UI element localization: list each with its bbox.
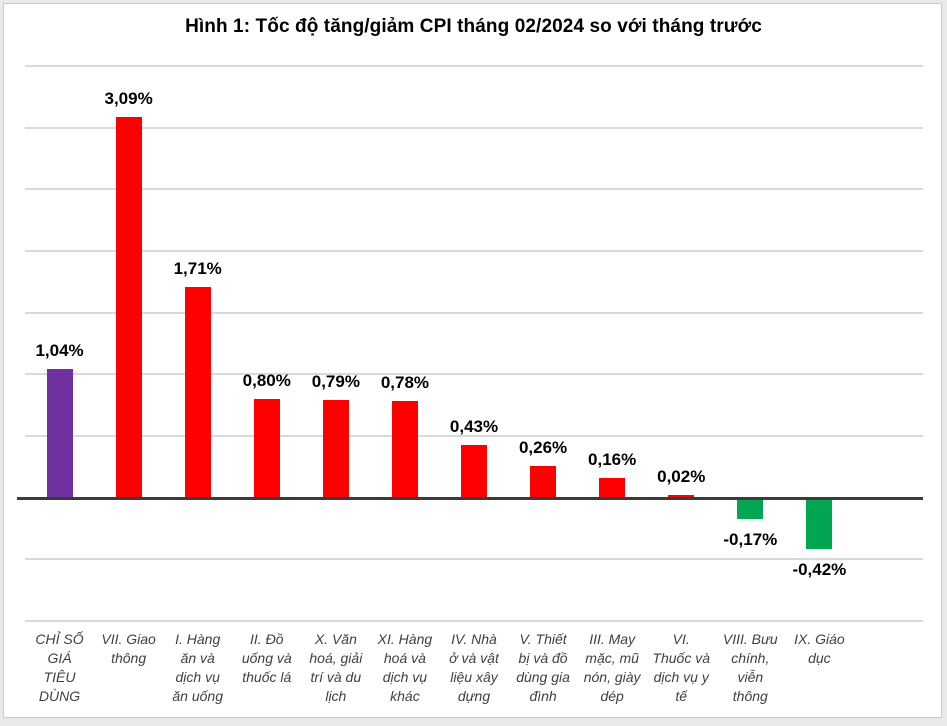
gridline: [25, 435, 923, 437]
bar: [806, 497, 833, 550]
bar: [530, 465, 557, 498]
gridline: [25, 250, 923, 252]
category-label: VIII. Bưu chính, viễn thông: [722, 631, 778, 704]
bar: [184, 286, 211, 498]
category-label: XI. Hàng hoá và dịch vụ khác: [377, 631, 433, 704]
bar: [253, 399, 280, 498]
category-label: VI. Thuốc và dịch vụ y tế: [652, 631, 711, 704]
bar-value-label: -0,42%: [792, 560, 847, 580]
gridline: [25, 620, 923, 622]
chart-title: Hình 1: Tốc độ tăng/giảm CPI tháng 02/20…: [185, 16, 762, 37]
bar-value-label: 0,16%: [588, 449, 637, 469]
bar-value-label: 1,71%: [173, 258, 222, 278]
category-axis: CHỈ SỐ GIÁ TIÊU DÙNG VII. Giao thông I. Hà…: [25, 630, 923, 722]
bar-value-label: 0,78%: [380, 373, 430, 393]
bar-value-label: -0,17%: [723, 529, 778, 549]
bar-value-label: 1,04%: [35, 341, 84, 361]
bar: [115, 116, 142, 498]
plot-area: 1,04% 3,09% 1,71% 0,80% 0,79% 0,78% 0,43% 0,26%…: [17, 65, 923, 622]
bar: [461, 444, 487, 498]
bar-value-label: 3,09%: [104, 88, 153, 108]
category-label: CHỈ SỐ GIÁ TIÊU DÙNG: [35, 631, 84, 704]
chart-frame: [3, 3, 942, 718]
gridline: [25, 188, 923, 191]
gridline: [25, 126, 923, 129]
gridline: [25, 65, 923, 67]
bar-value-label: 0,80%: [242, 371, 291, 390]
bar: [599, 477, 626, 498]
bar-value-label: 0,02%: [657, 467, 706, 487]
bar: [668, 495, 695, 498]
bar: [322, 400, 349, 498]
category-label: VII. Giao thông: [101, 631, 156, 666]
bar: [737, 497, 764, 519]
gridline: [25, 373, 923, 376]
bar: [391, 401, 418, 498]
gridline: [25, 558, 923, 561]
gridline: [25, 311, 923, 314]
bar: [46, 369, 73, 498]
category-label: X. Văn hoá, giải trí và du lịch: [309, 631, 363, 704]
category-label: IV. Nhà ở và vật liệu xây dựng: [449, 631, 499, 704]
category-label: II. Đồ uống và thuốc lá: [241, 631, 292, 685]
zero-axis-line: [17, 496, 923, 500]
category-label: IX. Giáo dục: [794, 631, 845, 666]
category-label: V. Thiết bị và đồ dùng gia đình: [516, 631, 570, 704]
category-label: III. May mặc, mũ nón, giày dép: [583, 631, 641, 704]
bar-value-label: 0,43%: [449, 416, 499, 436]
bar-value-label: 0,79%: [311, 372, 360, 392]
category-label: I. Hàng ăn và dịch vụ ăn uống: [172, 631, 223, 704]
bar-value-label: 0,26%: [518, 437, 568, 457]
